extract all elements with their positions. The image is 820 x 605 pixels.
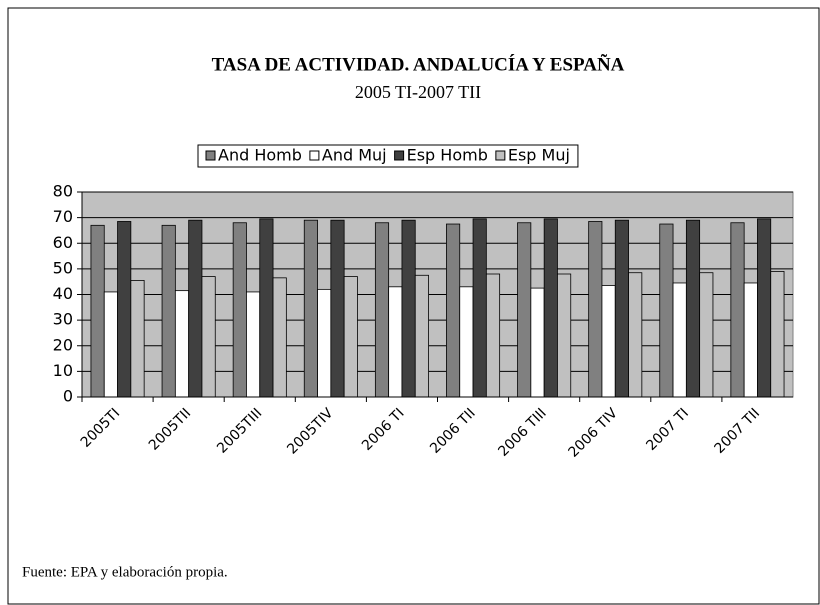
legend-label: Esp Homb [407,146,488,165]
legend-swatch [205,150,216,161]
bar [601,285,616,398]
bar [517,222,532,398]
y-tick-label: 20 [53,335,73,354]
bar [272,277,287,398]
bar [401,219,416,398]
bar [699,272,714,398]
bar [614,219,629,398]
legend-swatch [309,150,320,161]
y-tick-label: 30 [53,310,73,329]
bar [757,218,772,398]
bar [685,219,701,398]
y-tick-label: 40 [53,284,73,303]
bar [303,219,318,398]
bar [743,282,758,398]
bar [246,291,261,398]
bar [201,276,216,398]
bar [459,286,474,398]
bar [174,290,190,398]
y-tick-label: 80 [53,182,73,201]
bar [485,273,501,398]
y-tick-label: 10 [53,361,73,380]
bar [188,219,203,398]
bar [672,282,687,398]
bar [259,218,274,398]
y-tick-label: 60 [53,233,73,252]
bar [472,218,487,398]
bar [317,288,332,398]
bar [388,286,403,398]
chart-title: TASA DE ACTIVIDAD. ANDALUCÍA Y ESPAÑA [212,53,625,75]
bar [103,291,118,398]
bar [414,274,429,398]
bar [343,276,358,398]
bar [770,271,785,398]
bar [117,221,132,398]
bar [557,273,572,398]
y-tick-label: 50 [53,258,73,277]
bar [161,224,176,398]
legend-label: And Homb [218,146,302,165]
bar [232,222,247,398]
source-note: Fuente: EPA y elaboración propia. [22,564,228,580]
legend-swatch [394,150,405,161]
y-tick-label: 0 [63,387,73,406]
bar [530,287,545,398]
bar [330,219,345,398]
bar [130,280,145,398]
legend: And Homb And Muj Esp Homb Esp Muj [197,144,579,168]
bar [543,218,558,398]
bar [628,272,643,398]
bar [659,223,674,398]
legend-label: And Muj [322,146,387,165]
bar [374,222,390,398]
legend-box [197,144,579,168]
chart-subtitle: 2005 TI-2007 TII [355,82,481,102]
bar [446,223,461,398]
legend-label: Esp Muj [508,146,570,165]
bar [90,224,105,398]
legend-swatch [495,150,506,161]
bar [588,221,603,398]
y-tick-label: 70 [53,207,73,226]
bar [730,222,745,398]
